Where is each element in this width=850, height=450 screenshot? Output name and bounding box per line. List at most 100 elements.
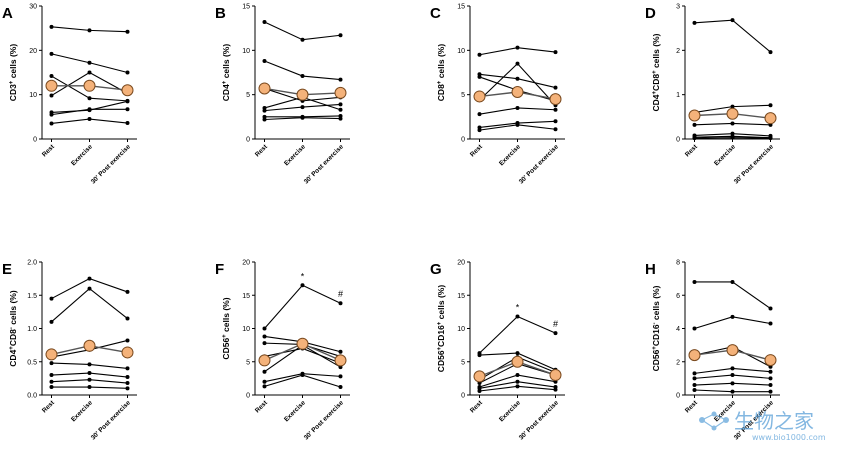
subject-point (49, 93, 54, 98)
subject-point (300, 105, 305, 110)
subject-point (49, 373, 54, 378)
subject-point (262, 58, 267, 63)
subject-point (125, 107, 130, 112)
panel-letter: G (430, 261, 442, 278)
subject-point (515, 76, 520, 81)
subject-point (125, 375, 130, 380)
y-axis-label: CD56+CD16+ cells (%) (436, 285, 446, 373)
y-axis-label: CD56+ cells (%) (221, 297, 231, 359)
subject-point (338, 301, 343, 306)
subject-point (730, 18, 735, 23)
y-tick-label: 4 (676, 326, 680, 333)
subject-point (300, 115, 305, 120)
x-category-label: Rest (41, 399, 57, 415)
significance-mark: # (338, 289, 343, 299)
subject-point (515, 105, 520, 110)
subject-point (338, 102, 343, 107)
subject-point (553, 331, 558, 336)
y-tick-label: 20 (457, 260, 465, 267)
y-tick-label: 15 (242, 293, 250, 300)
subject-point (87, 385, 92, 390)
y-tick-label: 0.0 (27, 393, 37, 400)
subject-point (300, 37, 305, 42)
subject-point (262, 108, 267, 113)
subject-point (730, 121, 735, 126)
mean-point (688, 349, 701, 362)
x-category-label: 30' Post exercise (303, 143, 345, 185)
mean-point (726, 107, 739, 120)
subject-point (338, 385, 343, 390)
mean-point (726, 344, 739, 357)
x-category-label: Exercise (283, 399, 307, 423)
significance-mark: * (516, 303, 520, 313)
mean-point (121, 346, 134, 359)
subject-point (692, 376, 697, 381)
subject-point (515, 61, 520, 66)
x-category-label: 30' Post exercise (90, 399, 132, 441)
subject-point (125, 70, 130, 75)
subject-point (87, 117, 92, 122)
subject-point (553, 387, 558, 392)
subject-point (125, 316, 130, 321)
y-tick-label: 15 (457, 4, 465, 11)
subject-point (49, 121, 54, 126)
x-category-label: Rest (684, 143, 700, 159)
panel-letter: F (215, 261, 224, 278)
subject-point (49, 379, 54, 384)
subject-point (768, 321, 773, 326)
subject-point (515, 384, 520, 389)
subject-point (87, 107, 92, 112)
subject-line (479, 315, 556, 354)
mean-point (473, 370, 486, 383)
mean-point (83, 79, 96, 92)
subject-point (692, 20, 697, 25)
y-tick-label: 0 (676, 137, 680, 144)
subject-point (262, 117, 267, 122)
subject-point (125, 366, 130, 371)
subject-point (515, 45, 520, 50)
x-category-label: Rest (254, 399, 270, 415)
subject-point (730, 135, 735, 140)
subject-point (338, 107, 343, 112)
subject-point (338, 33, 343, 38)
mean-point (334, 86, 347, 99)
y-tick-label: 30 (29, 4, 37, 11)
y-tick-label: 20 (29, 48, 37, 55)
subject-point (477, 389, 482, 394)
y-tick-label: 10 (29, 92, 37, 99)
panel-letter: H (645, 261, 656, 278)
subject-point (730, 373, 735, 378)
subject-point (125, 289, 130, 294)
mean-point (296, 337, 309, 350)
y-tick-label: 0 (246, 137, 250, 144)
subject-point (730, 381, 735, 386)
y-tick-label: 0 (676, 393, 680, 400)
subject-point (125, 29, 130, 34)
subject-point (262, 341, 267, 346)
subject-line (694, 19, 771, 53)
subject-point (87, 286, 92, 291)
subject-point (49, 385, 54, 390)
x-category-label: Exercise (70, 143, 94, 167)
subject-point (553, 127, 558, 132)
mean-point (549, 93, 562, 106)
watermark-brand: 生物之家 (734, 409, 814, 433)
y-tick-label: 10 (457, 326, 465, 333)
watermark-molecule-icon (699, 411, 729, 431)
y-tick-label: 0 (461, 137, 465, 144)
subject-point (49, 361, 54, 366)
y-tick-label: 5 (246, 92, 250, 99)
subject-point (692, 383, 697, 388)
y-tick-label: 10 (457, 48, 465, 55)
x-category-label: Rest (469, 399, 485, 415)
subject-point (125, 121, 130, 126)
subject-point (553, 107, 558, 112)
x-category-label: 30' Post exercise (733, 143, 775, 185)
subject-point (87, 96, 92, 101)
watermark-logo: 生物之家 www.bio1000.com (699, 409, 826, 442)
subject-point (49, 112, 54, 117)
